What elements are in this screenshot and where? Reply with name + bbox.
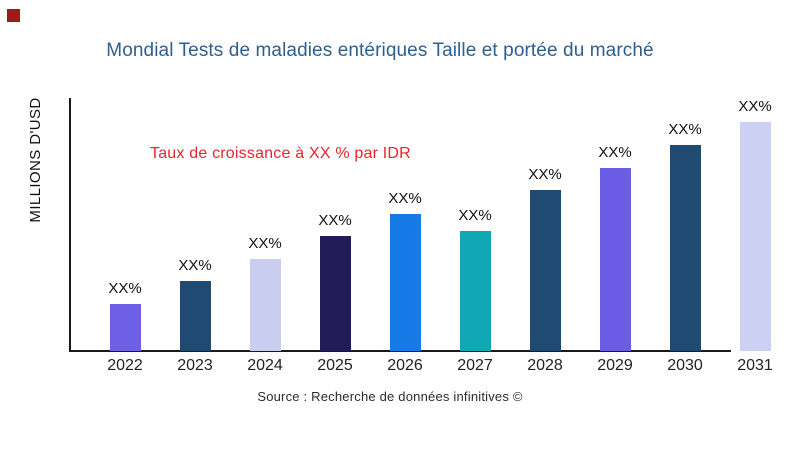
source-caption: Source : Recherche de données infinitive… [257, 389, 523, 404]
bar-2028 [529, 190, 561, 351]
bar-value-label: XX% [108, 280, 142, 297]
bar-2022 [109, 304, 141, 351]
x-tick-label: 2024 [247, 357, 283, 374]
chart-title: Mondial Tests de maladies entériques Tai… [106, 40, 654, 61]
bar-value-label: XX% [598, 144, 632, 161]
bar-value-label: XX% [178, 257, 212, 274]
x-tick-label: 2023 [177, 357, 213, 374]
bar-2027 [459, 231, 491, 351]
x-axis-line [69, 350, 731, 352]
bar-value-label: XX% [528, 166, 562, 183]
bar-value-label: XX% [318, 212, 352, 229]
brand-logo-square [7, 9, 20, 22]
bar-2030 [669, 145, 701, 351]
x-tick-label: 2028 [527, 357, 563, 374]
x-tick-label: 2031 [737, 357, 773, 374]
bar-2025 [319, 236, 351, 351]
bar-value-label: XX% [248, 235, 282, 252]
bar-2029 [599, 168, 631, 351]
bar-value-label: XX% [738, 98, 772, 115]
bar-2024 [249, 259, 281, 351]
x-tick-label: 2029 [597, 357, 633, 374]
bar-value-label: XX% [388, 190, 422, 207]
x-tick-label: 2022 [107, 357, 143, 374]
x-tick-label: 2025 [317, 357, 353, 374]
x-tick-label: 2030 [667, 357, 703, 374]
x-tick-label: 2026 [387, 357, 423, 374]
bar-2026 [389, 214, 421, 351]
bar-2031 [739, 122, 771, 351]
y-axis-line [69, 98, 71, 352]
y-axis-label: MILLIONS D'USD [27, 97, 44, 223]
bar-2023 [179, 281, 211, 351]
x-tick-label: 2027 [457, 357, 493, 374]
growth-rate-annotation: Taux de croissance à XX % par IDR [150, 145, 411, 162]
bar-value-label: XX% [668, 121, 702, 138]
bar-value-label: XX% [458, 207, 492, 224]
